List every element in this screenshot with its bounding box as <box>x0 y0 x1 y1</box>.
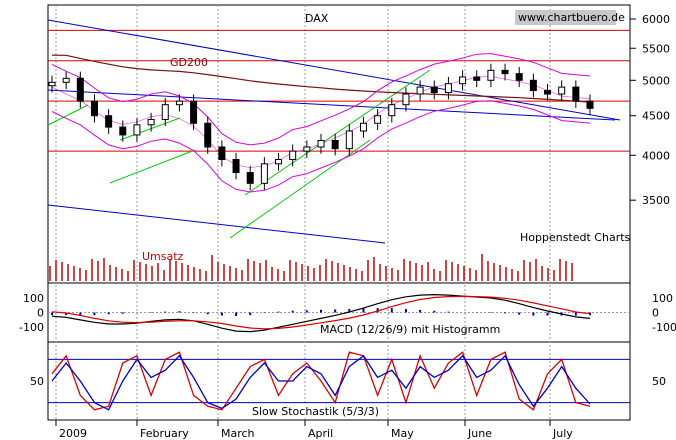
month-label: February <box>140 427 189 440</box>
trend-line-blue-lower <box>47 204 386 244</box>
candle-body <box>473 76 481 81</box>
candle-body <box>331 140 339 150</box>
candle-body <box>218 146 226 161</box>
month-gridlines <box>55 5 551 426</box>
trend-line-blue-mid <box>47 89 616 121</box>
month-label: July <box>552 427 573 440</box>
macd-label: MACD (12/26/9) mit Histogramm <box>320 323 500 336</box>
price-tick-label: 5000 <box>642 74 670 87</box>
candle-body <box>204 122 212 148</box>
price-tick-label: 3500 <box>642 194 670 207</box>
candle-body <box>487 69 495 81</box>
candle-body <box>175 100 183 106</box>
candle-body <box>359 122 367 132</box>
candle-body <box>430 86 438 94</box>
middle-band <box>51 75 591 169</box>
trend-line-green-b <box>109 149 196 184</box>
candle-body <box>90 100 98 117</box>
trend-channels <box>47 19 621 244</box>
month-label: May <box>391 427 414 440</box>
candle-body <box>586 100 594 109</box>
candle-body <box>119 126 127 136</box>
month-label: June <box>467 427 492 440</box>
candle-body <box>260 163 268 184</box>
month-label: April <box>308 427 333 440</box>
candle-body <box>317 140 325 148</box>
macd-tick-label: -100 <box>652 321 676 334</box>
candle-body <box>558 86 566 95</box>
stochastic-k-line <box>51 351 591 411</box>
candle-body <box>246 172 254 184</box>
candle-body <box>529 79 537 92</box>
candle-body <box>501 69 509 75</box>
stochastic-panel <box>48 351 630 411</box>
price-tick-label: 4000 <box>642 149 670 162</box>
price-candles <box>48 63 594 191</box>
stochastic-tick-label: 50 <box>30 375 44 388</box>
trend-line-green-a <box>47 104 89 126</box>
candle-body <box>133 124 141 136</box>
trend-line-blue-upper <box>47 19 621 121</box>
month-label: 2009 <box>59 427 87 440</box>
chart-title: DAX <box>305 12 329 25</box>
stochastic-label-bg <box>250 404 380 418</box>
publisher-label: Hoppenstedt Charts <box>520 231 631 244</box>
candle-body <box>572 86 580 102</box>
macd-panel <box>48 293 630 333</box>
candle-body <box>544 90 552 95</box>
macd-tick-label: 0 <box>37 307 44 320</box>
bollinger-bands <box>51 53 591 193</box>
candle-body <box>62 77 70 83</box>
stochastic-d-line <box>51 354 591 411</box>
gd200-label: GD200 <box>170 56 208 69</box>
stochastic-panel-frame <box>47 341 631 421</box>
trend-line-green-d <box>229 139 371 239</box>
gd200-line <box>51 54 591 103</box>
candle-body <box>76 77 84 102</box>
candle-body <box>303 146 311 152</box>
candle-body <box>416 86 424 95</box>
candle-body <box>345 130 353 150</box>
macd-tick-label: 100 <box>23 292 44 305</box>
candle-body <box>161 104 169 120</box>
source-label: www.chartbuero.de <box>518 11 625 24</box>
axis-ticks: 2009 February March April May June July 3500 400… <box>19 13 676 440</box>
candle-body <box>48 81 56 87</box>
price-tick-label: 5500 <box>642 42 670 55</box>
trend-line-green-e <box>244 69 431 196</box>
candle-body <box>275 159 283 165</box>
candle-body <box>459 76 467 85</box>
lower-band <box>51 100 591 193</box>
candle-body <box>402 93 410 106</box>
candle-body <box>190 100 198 124</box>
upper-band <box>51 53 591 146</box>
volume-label: Umsatz <box>142 250 184 263</box>
trend-line-green-c <box>119 117 181 141</box>
gd200-path <box>51 54 591 103</box>
candle-body <box>388 104 396 117</box>
price-tick-label: 6000 <box>642 13 670 26</box>
macd-signal-line <box>51 295 591 330</box>
candle-body <box>515 73 523 81</box>
candle-body <box>232 159 240 174</box>
macd-tick-label: 100 <box>652 292 673 305</box>
candle-body <box>147 118 155 126</box>
stochastic-tick-label: 50 <box>652 375 666 388</box>
macd-tick-label: 0 <box>652 307 659 320</box>
candle-body <box>444 83 452 94</box>
horizontal-levels <box>48 29 630 152</box>
price-tick-label: 4500 <box>642 110 670 123</box>
stochastic-label: Slow Stochastik (5/3/3) <box>252 405 379 418</box>
month-label: March <box>221 427 255 440</box>
macd-tick-label: -100 <box>19 321 44 334</box>
candle-body <box>289 150 297 161</box>
source-label-bg <box>515 10 616 25</box>
candle-body <box>374 115 382 124</box>
candle-body <box>105 115 113 128</box>
volume-bars <box>49 254 573 281</box>
